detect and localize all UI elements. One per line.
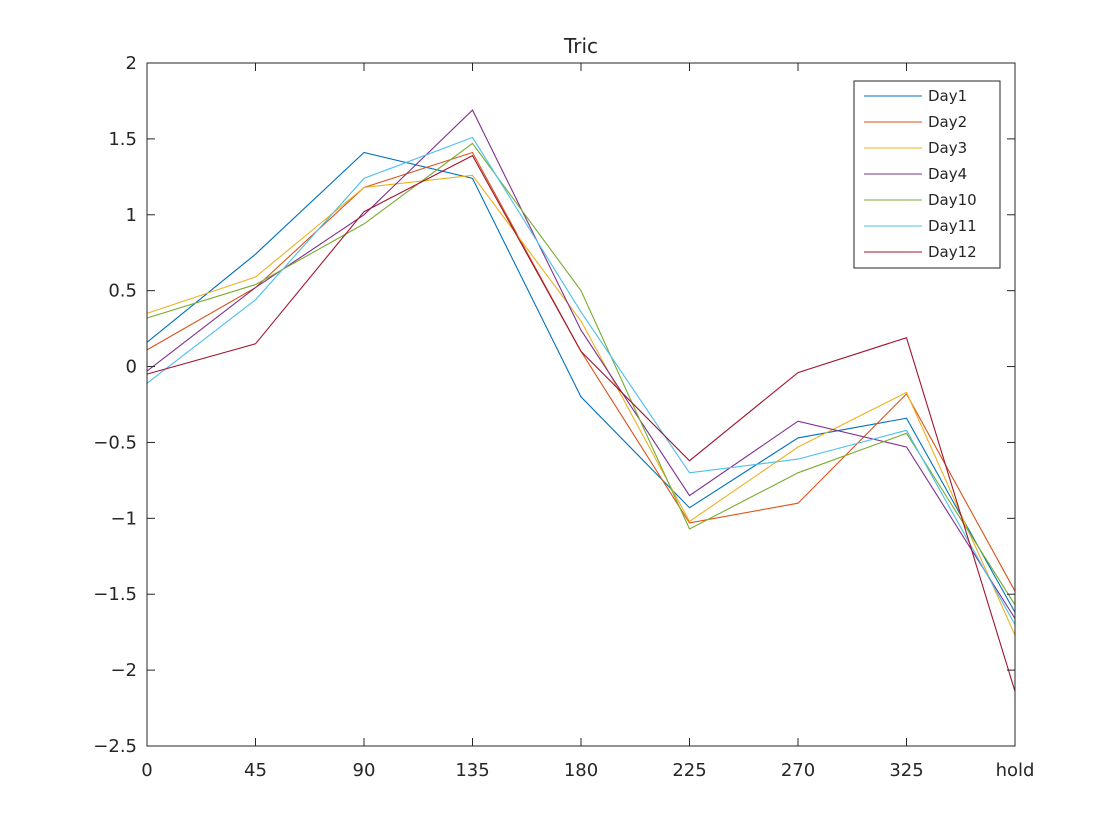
y-tick-label: −0.5 xyxy=(93,432,137,453)
y-tick-label: 0.5 xyxy=(108,281,137,302)
series-line-day4 xyxy=(146,109,1016,619)
y-tick-label: 2 xyxy=(126,53,137,74)
y-tick-label: −2.5 xyxy=(93,736,137,757)
x-tick-label: hold xyxy=(996,760,1035,781)
y-tick-label: 1 xyxy=(126,205,137,226)
x-tick-label: 270 xyxy=(781,760,815,781)
chart-title: Tric xyxy=(563,34,598,58)
series-line-day3 xyxy=(146,174,1016,636)
series-line-day1 xyxy=(146,151,1016,613)
legend-label: Day1 xyxy=(928,87,967,105)
y-tick-label: 0 xyxy=(126,357,137,378)
legend-label: Day3 xyxy=(928,139,967,157)
legend: Day1 Day2 Day3 Day4 Day10 Day11 Day12 xyxy=(853,80,1001,269)
series-layer xyxy=(146,109,1016,692)
y-tick-label: 1.5 xyxy=(108,129,137,150)
x-tick-label: 135 xyxy=(455,760,489,781)
y-tick-label: −1.5 xyxy=(93,584,137,605)
legend-label: Day10 xyxy=(928,191,977,209)
x-tick-label: 225 xyxy=(672,760,706,781)
x-tick-label: 45 xyxy=(244,760,267,781)
legend-items: Day1 Day2 Day3 Day4 Day10 Day11 Day12 xyxy=(864,87,977,261)
legend-label: Day2 xyxy=(928,113,967,131)
legend-label: Day12 xyxy=(928,243,977,261)
x-tick-label: 90 xyxy=(353,760,376,781)
x-tick-label: 325 xyxy=(889,760,923,781)
series-line-day11 xyxy=(146,136,1016,625)
x-axis: 0 45 90 135 180 225 270 325 hold xyxy=(141,63,1034,781)
y-tick-label: −2 xyxy=(110,660,137,681)
legend-label: Day4 xyxy=(928,165,967,183)
series-line-day12 xyxy=(146,154,1016,692)
y-tick-label: −1 xyxy=(110,508,137,529)
x-tick-label: 180 xyxy=(564,760,598,781)
y-axis: −2.5 −2 −1.5 −1 −0.5 0 0.5 1 1.5 2 xyxy=(93,53,1015,757)
x-tick-label: 0 xyxy=(141,760,152,781)
series-line-day10 xyxy=(146,142,1016,606)
legend-label: Day11 xyxy=(928,217,977,235)
